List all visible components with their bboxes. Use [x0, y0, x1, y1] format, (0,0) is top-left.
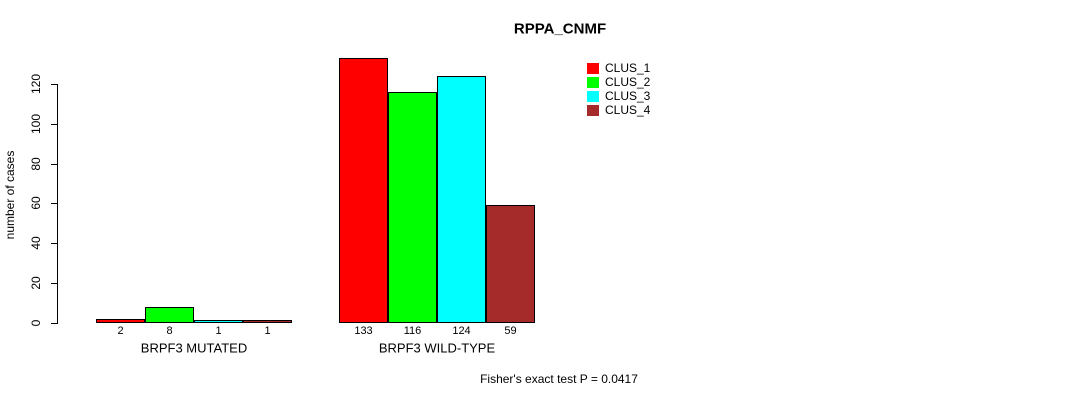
- legend-swatch-CLUS_3: [587, 90, 599, 102]
- bar-CLUS_1: [339, 58, 388, 323]
- y-tick-label: 60: [29, 196, 43, 210]
- bar-CLUS_4: [243, 320, 292, 323]
- bar-value-label: 1: [264, 325, 271, 337]
- y-tick-label: 100: [29, 113, 43, 135]
- legend-item-CLUS_4: CLUS_4: [587, 103, 651, 117]
- bar-value-label: 59: [504, 325, 517, 337]
- legend-item-CLUS_3: CLUS_3: [587, 89, 651, 103]
- legend-label-CLUS_4: CLUS_4: [605, 103, 651, 117]
- y-tick-label: 120: [29, 73, 43, 95]
- legend-swatch-CLUS_2: [587, 76, 599, 88]
- y-tick-label: 40: [29, 236, 43, 250]
- y-tick-label: 80: [29, 157, 43, 171]
- legend-label-CLUS_1: CLUS_1: [605, 61, 651, 75]
- chart-title: RPPA_CNMF: [513, 20, 607, 38]
- bar-value-label: 124: [452, 325, 471, 337]
- bar-CLUS_3: [437, 76, 486, 323]
- y-tick-mark: [51, 124, 57, 125]
- bar-value-label: 116: [403, 325, 422, 337]
- bar-CLUS_3: [194, 320, 243, 323]
- y-tick-mark: [51, 283, 57, 284]
- y-tick-label: 0: [29, 319, 43, 327]
- legend-label-CLUS_2: CLUS_2: [605, 75, 651, 89]
- bar-CLUS_2: [388, 92, 437, 323]
- y-tick-mark: [51, 323, 57, 324]
- legend-swatch-CLUS_4: [587, 104, 599, 116]
- bar-CLUS_2: [145, 307, 194, 323]
- legend-swatch-CLUS_1: [587, 62, 599, 74]
- y-tick-label: 20: [29, 276, 43, 290]
- y-tick-mark: [51, 203, 57, 204]
- legend-item-CLUS_2: CLUS_2: [587, 75, 651, 89]
- bar-value-label: 1: [215, 325, 222, 337]
- bar-value-label: 133: [354, 325, 373, 337]
- y-tick-mark: [51, 243, 57, 244]
- legend-item-CLUS_1: CLUS_1: [587, 61, 651, 75]
- y-axis-line: [57, 84, 58, 324]
- bar-CLUS_1: [96, 319, 145, 323]
- legend: CLUS_1 CLUS_2 CLUS_3 CLUS_4: [587, 61, 651, 118]
- fisher-test-annotation: Fisher's exact test P = 0.0417: [480, 372, 638, 386]
- bar-CLUS_4: [486, 205, 535, 323]
- bar-value-label: 8: [166, 325, 173, 337]
- legend-label-CLUS_3: CLUS_3: [605, 89, 651, 103]
- x-group-label: BRPF3 MUTATED: [140, 340, 248, 356]
- x-group-label: BRPF3 WILD-TYPE: [378, 340, 496, 356]
- y-tick-mark: [51, 164, 57, 165]
- bar-value-label: 2: [117, 325, 124, 337]
- y-tick-mark: [51, 84, 57, 85]
